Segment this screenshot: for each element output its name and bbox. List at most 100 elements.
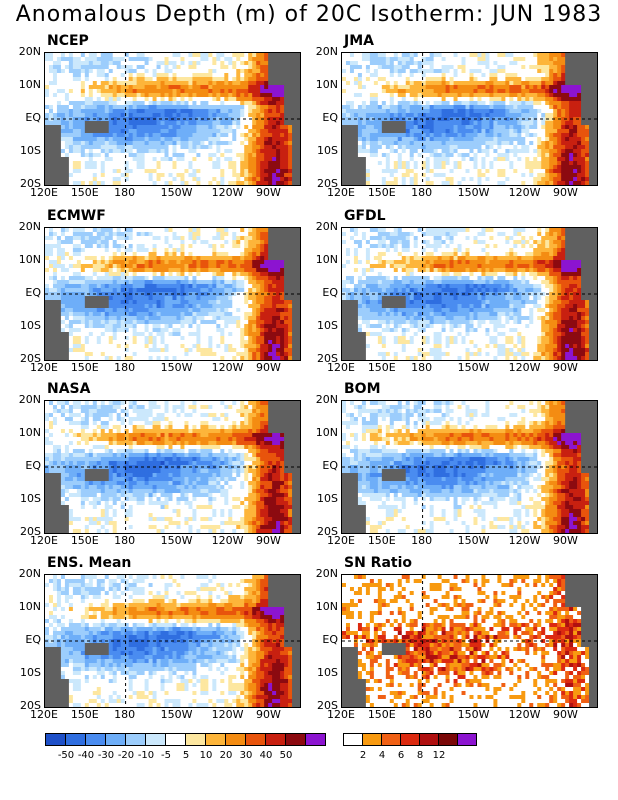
grid-cell: [521, 169, 526, 174]
grid-cell: [449, 121, 454, 126]
grid-cell: [244, 145, 249, 150]
grid-cell: [156, 256, 161, 261]
grid-cell: [240, 228, 245, 233]
grid-cell: [353, 177, 359, 182]
grid-cell: [188, 236, 193, 241]
grid-cell: [381, 57, 387, 62]
grid-cell: [465, 69, 470, 74]
grid-cell: [212, 236, 217, 241]
grid-cell: [501, 173, 506, 178]
grid-cell: [184, 85, 189, 90]
grid-cell: [192, 149, 197, 154]
grid-cell: [80, 125, 86, 130]
grid-cell: [573, 169, 578, 174]
grid-cell: [541, 57, 546, 62]
grid-cell: [453, 153, 458, 158]
grid-cell: [461, 141, 466, 146]
grid-cell: [485, 97, 490, 102]
grid-cell: [216, 173, 221, 178]
grid-cell: [128, 177, 134, 182]
grid-cell: [461, 173, 466, 178]
grid-cell: [409, 113, 415, 118]
grid-cell: [369, 97, 375, 102]
grid-cell: [108, 248, 114, 253]
grid-cell: [561, 129, 566, 134]
grid-cell: [545, 125, 550, 130]
grid-cell: [180, 248, 185, 253]
grid-cell: [565, 53, 570, 58]
grid-cell: [381, 161, 387, 166]
grid-cell: [272, 165, 277, 170]
grid-cell: [465, 113, 470, 118]
grid-cell: [569, 145, 574, 150]
grid-cell: [541, 133, 546, 138]
grid-cell: [84, 248, 90, 253]
grid-cell: [477, 113, 482, 118]
grid-cell: [369, 69, 375, 74]
grid-cell: [112, 248, 118, 253]
grid-cell: [437, 129, 443, 134]
grid-cell: [152, 240, 157, 245]
grid-cell: [68, 169, 74, 174]
grid-cell: [220, 121, 225, 126]
grid-cell: [357, 81, 363, 86]
grid-cell: [469, 61, 474, 66]
grid-cell: [349, 113, 355, 118]
grid-cell: [425, 61, 431, 66]
grid-cell: [292, 252, 297, 257]
grid-cell: [461, 145, 466, 150]
grid-cell: [589, 121, 594, 126]
grid-cell: [385, 53, 391, 58]
grid-cell: [361, 61, 367, 66]
grid-cell: [268, 157, 273, 162]
grid-cell: [228, 157, 233, 162]
grid-cell: [342, 81, 347, 86]
grid-cell: [505, 161, 510, 166]
grid-cell: [68, 89, 74, 94]
grid-cell: [212, 81, 217, 86]
grid-cell: [84, 109, 90, 114]
grid-cell: [561, 57, 566, 62]
grid-cell: [228, 268, 233, 273]
grid-cell: [112, 57, 118, 62]
grid-cell: [252, 85, 257, 90]
grid-cell: [409, 145, 415, 150]
grid-cell: [72, 109, 78, 114]
grid-cell: [280, 252, 285, 257]
grid-cell: [296, 165, 300, 170]
grid-cell: [204, 248, 209, 253]
grid-cell: [292, 153, 297, 158]
grid-cell: [148, 85, 153, 90]
grid-cell: [409, 65, 415, 70]
grid-cell: [240, 165, 245, 170]
grid-cell: [413, 65, 419, 70]
grid-cell: [212, 85, 217, 90]
grid-cell: [513, 65, 518, 70]
grid-cell: [469, 169, 474, 174]
grid-cell: [549, 109, 554, 114]
grid-cell: [156, 149, 161, 154]
grid-cell: [489, 137, 494, 142]
grid-cell: [196, 244, 201, 249]
grid-cell: [581, 165, 586, 170]
grid-cell: [469, 81, 474, 86]
grid-cell: [96, 228, 102, 233]
grid-cell: [509, 125, 514, 130]
grid-cell: [60, 109, 66, 114]
grid-cell: [342, 121, 347, 126]
grid-cell: [565, 137, 570, 142]
grid-cell: [152, 157, 157, 162]
grid-cell: [533, 141, 538, 146]
grid-cell: [465, 121, 470, 126]
grid-cell: [192, 53, 197, 58]
grid-cell: [224, 105, 229, 110]
grid-cell: [573, 173, 578, 178]
grid-cell: [533, 97, 538, 102]
grid-cell: [473, 169, 478, 174]
grid-cell: [445, 97, 450, 102]
grid-cell: [345, 149, 351, 154]
grid-cell: [232, 177, 237, 182]
grid-cell: [120, 73, 126, 78]
grid-cell: [184, 81, 189, 86]
grid-cell: [433, 165, 439, 170]
